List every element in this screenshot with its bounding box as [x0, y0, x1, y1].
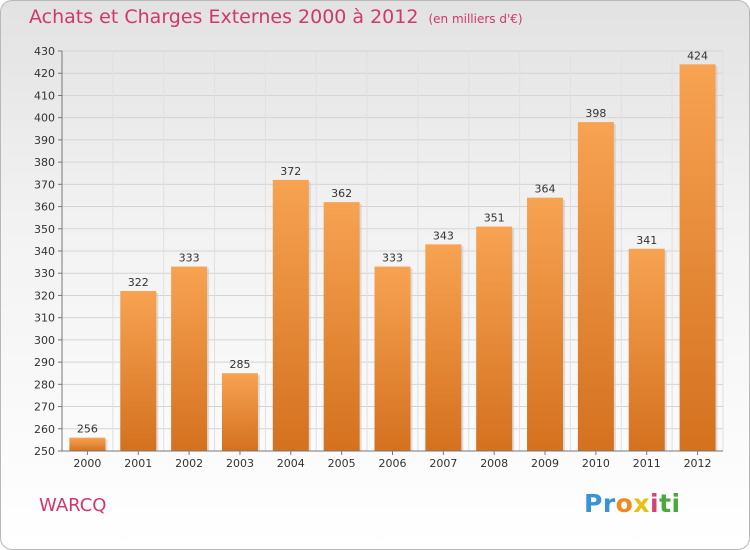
- data-label: 285: [229, 358, 250, 371]
- y-tick-label: 270: [34, 401, 55, 414]
- x-tick-label: 2004: [277, 457, 305, 470]
- bar: [221, 373, 258, 451]
- y-tick-label: 410: [34, 89, 55, 102]
- x-tick-label: 2008: [480, 457, 508, 470]
- x-tick-label: 2007: [429, 457, 457, 470]
- bar: [577, 122, 614, 451]
- y-tick-label: 300: [34, 334, 55, 347]
- x-tick-label: 2005: [328, 457, 356, 470]
- chart-subtitle: (en milliers d'€): [428, 12, 523, 26]
- data-label: 343: [433, 229, 454, 242]
- y-tick-label: 320: [34, 289, 55, 302]
- x-tick-label: 2001: [124, 457, 152, 470]
- x-tick-label: 2012: [684, 457, 712, 470]
- data-label: 424: [687, 49, 708, 62]
- data-label: 362: [331, 187, 352, 200]
- data-label: 333: [179, 252, 200, 265]
- y-tick-label: 430: [34, 45, 55, 58]
- x-tick-label: 2000: [73, 457, 101, 470]
- x-axis: 2000 2001 2002 2003 2004 2005 2006 2007 2008 2009…: [62, 450, 723, 470]
- y-tick-label: 340: [34, 245, 55, 258]
- y-tick-label: 280: [34, 378, 55, 391]
- y-tick-label: 330: [34, 267, 55, 280]
- bar: [120, 291, 157, 451]
- bar: [628, 248, 665, 451]
- logo-part-3: x: [633, 489, 650, 518]
- bar: [69, 437, 106, 451]
- data-label: 351: [484, 212, 505, 225]
- y-tick-label: 310: [34, 312, 55, 325]
- chart-title: Achats et Charges Externes 2000 à 2012 (e…: [29, 6, 523, 28]
- y-tick-label: 380: [34, 156, 55, 169]
- y-tick-label: 290: [34, 356, 55, 369]
- y-tick-label: 400: [34, 112, 55, 125]
- y-tick-label: 370: [34, 178, 55, 191]
- bar: [425, 244, 462, 451]
- y-tick-label: 390: [34, 134, 55, 147]
- logo-part-4: i: [649, 489, 660, 518]
- bars: 256 322 333 285 372 362 333 343 351 364 398 341 424: [69, 49, 718, 452]
- bar: [323, 202, 360, 451]
- commune-name: WARCQ: [39, 495, 107, 516]
- bar: [272, 179, 309, 451]
- bar: [476, 226, 513, 451]
- y-tick-label: 350: [34, 223, 55, 236]
- y-axis: 250 260 270 280 290 300 310 320 330 340 350 360 370 3…: [34, 45, 63, 458]
- data-label: 364: [535, 183, 556, 196]
- x-tick-label: 2006: [379, 457, 407, 470]
- logo-part-2: o: [615, 489, 634, 518]
- data-label: 341: [636, 234, 657, 247]
- y-tick-label: 420: [34, 67, 55, 80]
- data-label: 256: [77, 423, 98, 436]
- x-tick-label: 2011: [633, 457, 661, 470]
- bar: [527, 197, 564, 451]
- x-tick-label: 2003: [226, 457, 254, 470]
- data-label: 372: [280, 165, 301, 178]
- x-tick-label: 2009: [531, 457, 559, 470]
- logo-part-5: ti: [659, 489, 681, 518]
- data-label: 333: [382, 252, 403, 265]
- bar: [679, 64, 716, 452]
- data-label: 322: [128, 276, 149, 289]
- chart-title-text: Achats et Charges Externes 2000 à 2012: [29, 6, 419, 28]
- bar: [171, 266, 208, 451]
- x-tick-label: 2010: [582, 457, 610, 470]
- x-tick-label: 2002: [175, 457, 203, 470]
- bar: [374, 266, 411, 451]
- y-tick-label: 260: [34, 423, 55, 436]
- logo-part-1: Pr: [584, 489, 616, 518]
- data-label: 398: [585, 107, 606, 120]
- y-tick-label: 250: [34, 445, 55, 458]
- y-tick-label: 360: [34, 201, 55, 214]
- proxiti-logo: Proxiti: [584, 489, 681, 518]
